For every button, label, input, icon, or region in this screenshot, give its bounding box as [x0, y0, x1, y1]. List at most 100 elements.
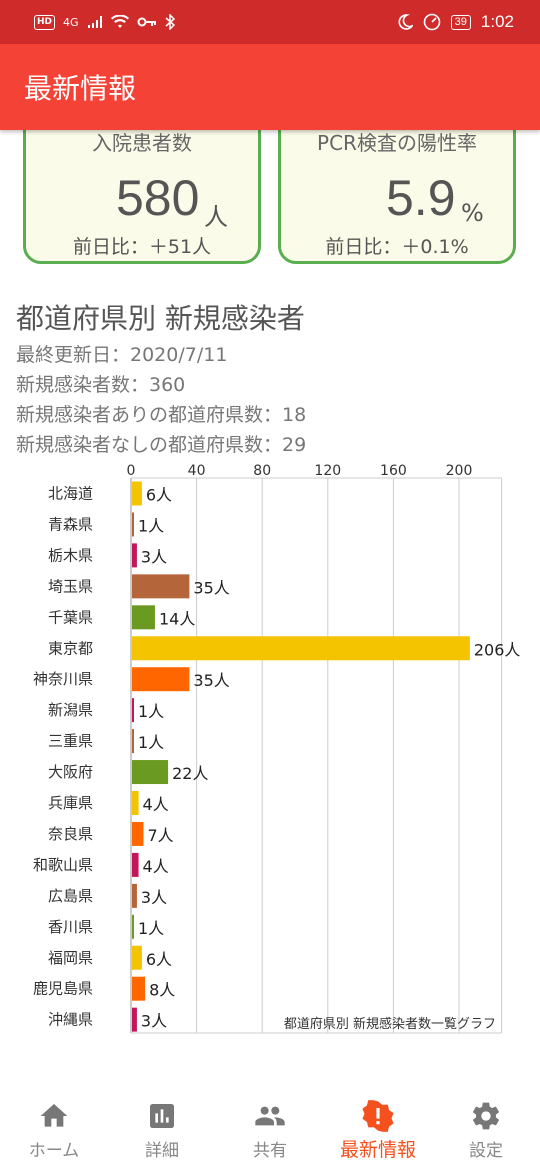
category-label: 香川県 — [48, 918, 93, 936]
hd-badge: HD — [34, 14, 56, 30]
value-label: 6人 — [146, 950, 172, 969]
signal-icon — [87, 16, 102, 28]
value-label: 1人 — [138, 733, 164, 752]
category-label: 千葉県 — [48, 608, 93, 626]
hospitalized-value: 580 — [116, 170, 200, 226]
value-label: 6人 — [146, 486, 172, 505]
status-left: HD 4G — [34, 12, 175, 32]
category-label: 福岡県 — [48, 949, 93, 967]
bar — [132, 914, 134, 939]
bluetooth-icon — [165, 14, 175, 30]
prefectures-without-cases: 新規感染者なしの都道府県数：29 — [16, 434, 307, 456]
bottom-navigation: ホーム 詳細 共有 最新情報 設定 — [0, 1090, 540, 1170]
bar — [132, 605, 155, 630]
pcr-diff: 前日比：＋0.1% — [325, 236, 469, 258]
gear-icon — [473, 1102, 499, 1130]
page-title: 最新情報 — [24, 72, 137, 105]
value-label: 3人 — [141, 1012, 167, 1031]
pcr-label: PCR検査の陽性率 — [317, 131, 477, 155]
category-label: 沖縄県 — [48, 1011, 93, 1029]
bar — [132, 543, 137, 568]
value-label: 35人 — [193, 671, 229, 690]
category-label: 大阪府 — [48, 763, 93, 781]
bar — [132, 883, 137, 908]
bar — [132, 636, 470, 661]
nav-details-label: 詳細 — [145, 1141, 179, 1161]
value-label: 7人 — [147, 826, 173, 845]
hospitalized-unit: 人 — [204, 203, 228, 231]
network-label: 4G — [63, 15, 79, 29]
bar — [132, 791, 139, 815]
category-label: 栃木県 — [48, 546, 93, 564]
bar — [132, 481, 142, 506]
value-label: 8人 — [149, 981, 175, 1000]
category-label: 鹿児島県 — [33, 980, 93, 998]
nav-home-label: ホーム — [28, 1141, 80, 1161]
speed-icon — [423, 13, 440, 31]
bar — [132, 574, 190, 599]
value-label: 35人 — [193, 578, 229, 597]
bar — [132, 698, 134, 723]
last-updated: 最終更新日：2020/7/11 — [16, 344, 228, 366]
nav-share-label: 共有 — [253, 1141, 287, 1161]
x-tick-label: 200 — [446, 463, 473, 479]
bar — [132, 667, 190, 692]
x-tick-label: 120 — [314, 463, 341, 479]
pcr-value: 5.9 — [386, 170, 456, 226]
chart-caption: 都道府県別 新規感染者数一覧グラフ — [284, 1016, 496, 1032]
category-label: 兵庫県 — [48, 794, 93, 812]
status-right: 39 1:02 — [397, 12, 514, 32]
category-label: 東京都 — [48, 639, 93, 657]
key-icon — [137, 17, 156, 27]
moon-icon — [398, 14, 413, 30]
nav-settings-label: 設定 — [469, 1141, 503, 1161]
category-label: 青森県 — [48, 515, 93, 533]
category-label: 奈良県 — [48, 825, 93, 843]
category-label: 広島県 — [48, 887, 93, 905]
section-title: 都道府県別 新規感染者 — [16, 302, 305, 335]
people-icon — [255, 1106, 285, 1126]
prefectures-with-cases: 新規感染者ありの都道府県数：18 — [16, 404, 307, 426]
clock: 1:02 — [480, 12, 514, 31]
status-bar: HD 4G 39 1:02 — [0, 0, 540, 44]
value-label: 1人 — [138, 702, 164, 721]
x-tick-label: 0 — [127, 463, 136, 479]
nav-latest-info-label: 最新情報 — [339, 1139, 416, 1161]
nav-settings[interactable]: 設定 — [432, 1090, 540, 1170]
pcr-unit: % — [461, 199, 484, 227]
nav-details[interactable]: 詳細 — [108, 1090, 216, 1170]
nav-share[interactable]: 共有 — [216, 1090, 324, 1170]
bar — [132, 852, 139, 877]
value-label: 3人 — [141, 547, 167, 566]
category-label: 三重県 — [48, 732, 93, 750]
bar — [132, 945, 142, 970]
value-label: 4人 — [143, 795, 169, 814]
app-bar: 最新情報 — [0, 44, 540, 130]
wifi-icon — [110, 15, 129, 28]
value-label: 1人 — [138, 516, 164, 535]
value-label: 14人 — [159, 609, 195, 628]
bar — [132, 976, 146, 1001]
category-label: 北海道 — [48, 485, 93, 503]
hospitalized-diff: 前日比：＋51人 — [72, 236, 212, 258]
x-tick-label: 40 — [188, 463, 206, 479]
battery-indicator: 39 — [450, 14, 471, 30]
value-label: 4人 — [143, 857, 169, 876]
category-label: 埼玉県 — [48, 577, 93, 595]
chart-icon — [150, 1104, 174, 1128]
value-label: 22人 — [172, 764, 208, 783]
x-tick-label: 80 — [253, 463, 271, 479]
bar — [132, 729, 134, 754]
category-label: 新潟県 — [48, 701, 93, 719]
new-cases-count: 新規感染者数：360 — [16, 374, 186, 396]
nav-home[interactable]: ホーム — [0, 1090, 108, 1170]
home-icon — [40, 1104, 68, 1127]
nav-latest-info[interactable]: 最新情報 — [324, 1090, 432, 1170]
alert-icon — [362, 1100, 394, 1132]
category-label: 和歌山県 — [33, 856, 93, 874]
bar — [132, 1007, 137, 1032]
bar — [132, 821, 144, 846]
bar — [132, 760, 169, 785]
hospitalized-label: 入院患者数 — [92, 131, 192, 155]
